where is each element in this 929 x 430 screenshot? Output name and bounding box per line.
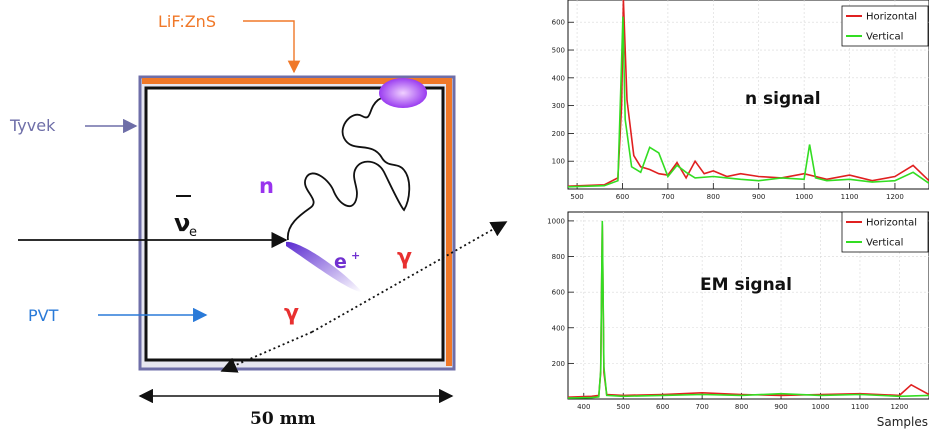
tyvek-label: Tyvek [9,116,56,135]
legend-box [841,211,929,253]
y-tick-label: 200 [552,130,565,138]
y-tick-label: 200 [552,360,565,368]
positron-label: e [334,251,347,273]
x-tick-label: 1100 [851,403,869,411]
n-signal-chart: 100 200 300 400 500 600 500 600 700 800 900 1000 110… [552,0,929,201]
y-tick-label: 300 [552,102,565,110]
y-tick-label: 800 [552,253,565,261]
neutron-label: n [259,174,274,198]
antineutrino-subscript: e [189,225,197,240]
gamma-label-right: γ [397,245,412,270]
y-tick-label: 400 [552,324,565,332]
x-tick-label: 500 [570,193,583,201]
series-line-horizontal [567,0,929,187]
lifzns-layer-top [142,78,452,84]
series-line-vertical [567,16,929,188]
x-tick-label: 1000 [795,193,813,201]
x-tick-label: 600 [656,403,669,411]
neutron-track [287,95,411,241]
y-tick-label: 600 [552,19,565,27]
x-tick-label: 1200 [890,403,908,411]
legend-entry: Vertical [866,238,903,249]
detector-diagram: LiF:ZnS Tyvek PVT ν e e + n γ γ 50 mm [9,12,508,429]
x-tick-label: 1000 [812,403,830,411]
x-tick-label: 900 [774,403,787,411]
x-tick-label: 1200 [886,193,904,201]
neutron-capture-blob [379,78,427,108]
signal-annotation: n signal [745,89,821,109]
y-tick-label: 400 [552,74,565,82]
y-tick-label: 500 [552,47,565,55]
lifzns-layer-right [446,78,452,366]
antineutrino-label: ν [174,209,190,237]
y-tick-label: 100 [552,158,565,166]
y-tick-label: 600 [552,289,565,297]
y-tick-label: 1000 [547,217,565,225]
legend-entry: Vertical [866,32,903,43]
x-tick-label: 900 [752,193,765,201]
x-tick-label: 400 [577,403,590,411]
x-axis-label: Samples [877,415,928,429]
x-tick-label: 800 [735,403,748,411]
legend-box [841,5,929,47]
x-tick-label: 1100 [841,193,859,201]
legend-entry: Horizontal [866,12,917,23]
series-line-vertical [567,220,929,399]
dimension-label: 50 mm [250,409,316,429]
x-tick-label: 700 [661,193,674,201]
x-tick-label: 700 [695,403,708,411]
signal-annotation: EM signal [700,275,792,295]
x-tick-label: 500 [617,403,630,411]
x-tick-label: 600 [616,193,629,201]
positron-track [286,241,362,292]
gamma-track-out [311,221,508,333]
pvt-label: PVT [28,306,59,325]
lifzns-label: LiF:ZnS [158,12,216,31]
legend-entry: Horizontal [866,218,917,229]
em-signal-chart: 200 400 600 800 1000 400 500 600 700 800 900 1000 11… [547,211,929,429]
lifzns-arrow [243,20,301,74]
positron-superscript: + [351,249,360,262]
x-tick-label: 800 [707,193,720,201]
gamma-track [220,331,313,373]
gamma-label-left: γ [284,301,299,326]
